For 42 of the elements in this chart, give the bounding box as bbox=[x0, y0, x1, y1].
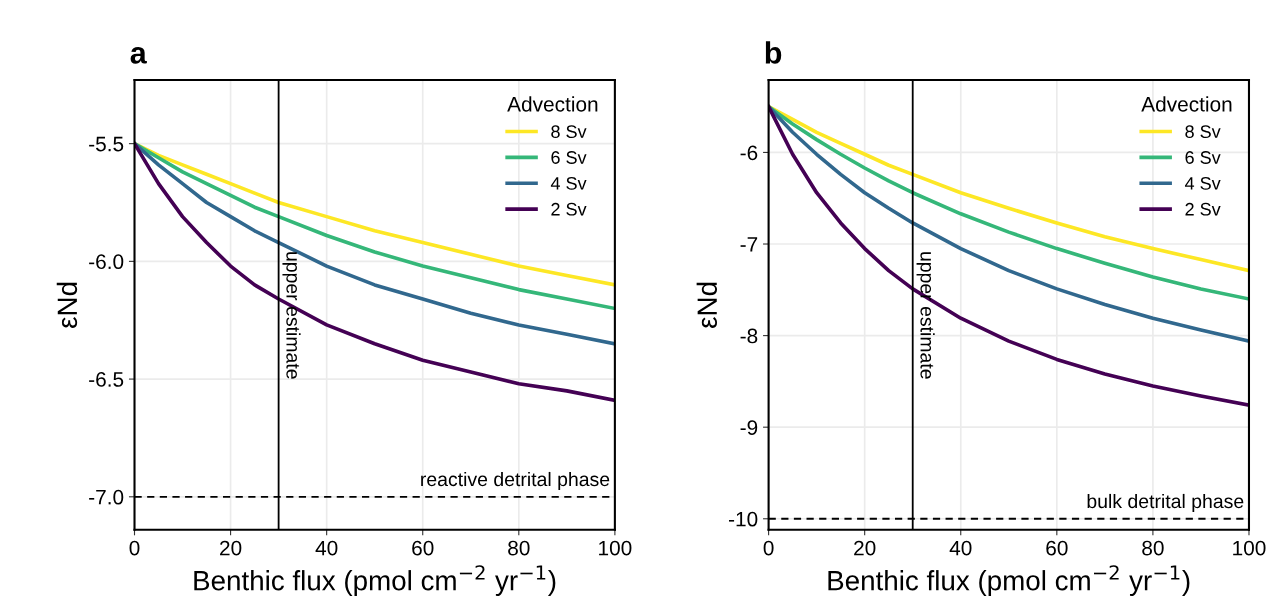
chart-title: b bbox=[765, 41, 782, 64]
chart-title: a bbox=[130, 46, 147, 64]
x-tick-label: 60 bbox=[412, 540, 434, 556]
y-tick-label: -6.0 bbox=[89, 254, 124, 270]
x-tick-label: 20 bbox=[220, 540, 242, 556]
x-tick-label: 0 bbox=[129, 540, 140, 556]
legend-label: 4 Sv bbox=[1184, 176, 1221, 190]
y-tick-label: -6.5 bbox=[89, 372, 124, 387]
x-tick-label: 0 bbox=[763, 540, 774, 556]
y-tick-label: -7 bbox=[740, 237, 758, 252]
legend-label: 2 Sv bbox=[1185, 202, 1221, 216]
x-tick-label: 80 bbox=[1142, 540, 1164, 556]
y-tick-label: -5.5 bbox=[89, 136, 124, 152]
y-tick-label: -10 bbox=[729, 511, 758, 527]
x-tick-label: 20 bbox=[854, 540, 876, 556]
y-axis-title: εNd bbox=[56, 282, 78, 328]
legend-label: 6 Sv bbox=[1185, 151, 1221, 164]
x-axis-title: Benthic flux (pmol cm$^{−2}$ yr$^{−1}$) bbox=[194, 565, 556, 596]
line-series bbox=[134, 141, 615, 403]
legend-label: 8 Sv bbox=[1185, 125, 1221, 139]
y-tick-label: -8 bbox=[740, 328, 758, 344]
ref-line-label: bulk detrital phase bbox=[1087, 493, 1244, 513]
legend-label: 8 Sv bbox=[551, 125, 587, 139]
x-tick-label: 40 bbox=[315, 540, 338, 556]
y-axis-title: εNd bbox=[696, 282, 718, 328]
legend-title: Advection bbox=[1141, 96, 1232, 112]
x-tick-label: 100 bbox=[1233, 540, 1266, 556]
y-tick-label: -7.0 bbox=[89, 489, 124, 505]
ref-line-label: reactive detrital phase bbox=[421, 471, 610, 491]
ref-line-label: upper estimate bbox=[282, 252, 301, 379]
x-tick-label: 100 bbox=[599, 540, 632, 556]
legend-title: Advection bbox=[507, 96, 598, 112]
y-tick-label: -9 bbox=[740, 420, 758, 435]
ref-line-label: upper estimate bbox=[916, 252, 935, 379]
x-tick-label: 80 bbox=[508, 540, 530, 556]
legend-label: 4 Sv bbox=[550, 176, 587, 190]
x-axis-title: Benthic flux (pmol cm$^{−2}$ yr$^{−1}$) bbox=[828, 565, 1190, 596]
legend-label: 6 Sv bbox=[551, 151, 587, 164]
x-tick-label: 60 bbox=[1046, 540, 1068, 556]
y-tick-label: -6 bbox=[740, 145, 758, 161]
legend-label: 2 Sv bbox=[551, 202, 587, 216]
x-tick-label: 40 bbox=[949, 540, 972, 556]
